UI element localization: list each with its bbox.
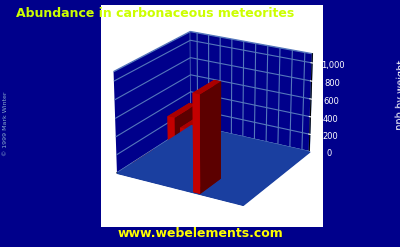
Text: © 1999 Mark Winter: © 1999 Mark Winter (4, 91, 8, 156)
Text: www.webelements.com: www.webelements.com (117, 227, 283, 240)
Text: Abundance in carbonaceous meteorites: Abundance in carbonaceous meteorites (16, 7, 294, 20)
